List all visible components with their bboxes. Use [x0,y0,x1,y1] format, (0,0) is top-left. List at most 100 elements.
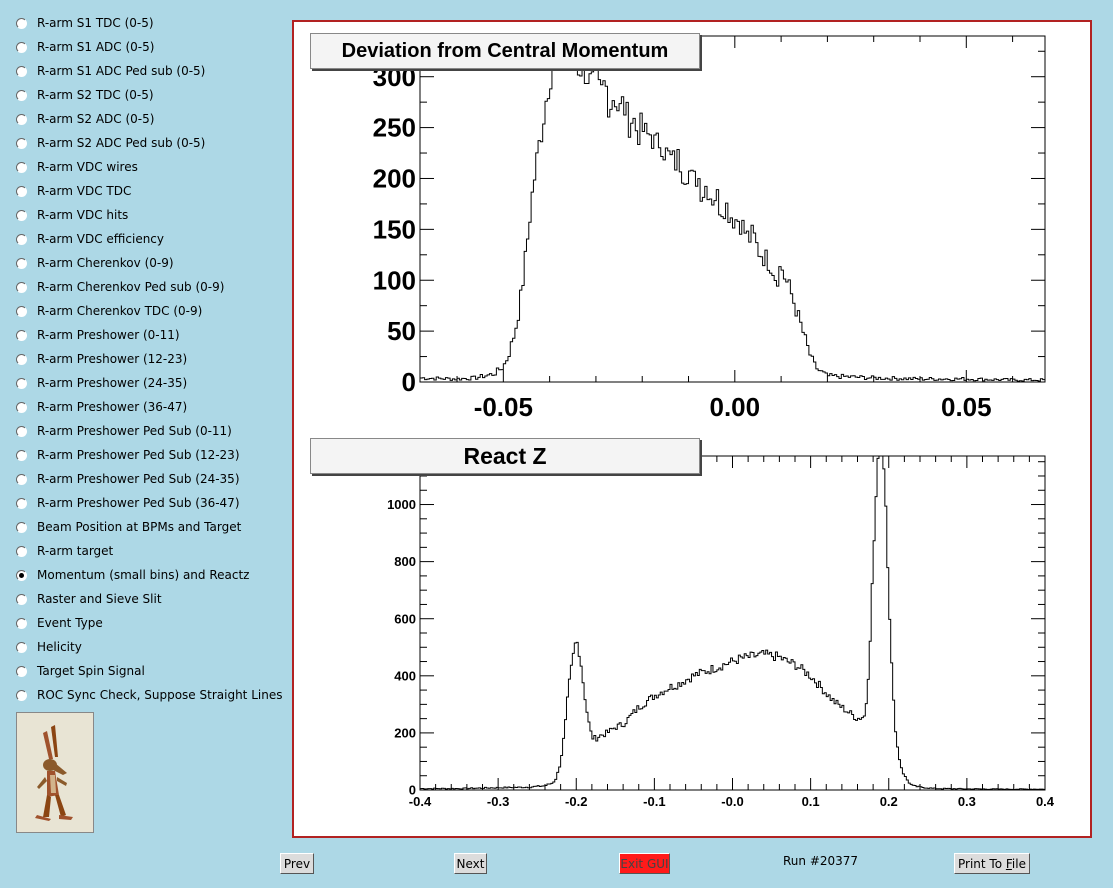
plot-option-radio[interactable]: Target Spin Signal [16,662,145,680]
x-tick-label: 0.3 [958,794,976,809]
radio-indicator[interactable] [16,209,27,221]
plot-option-radio[interactable]: R-arm S1 ADC Ped sub (0-5) [16,62,205,80]
plot-option-label: R-arm Cherenkov Ped sub (0-9) [37,280,225,294]
radio-indicator[interactable] [16,257,27,269]
plot-option-radio[interactable]: R-arm S2 ADC (0-5) [16,110,154,128]
radio-indicator[interactable] [16,617,27,629]
radio-indicator[interactable] [16,425,27,437]
next-button[interactable]: Next [454,853,487,874]
plot-option-radio[interactable]: R-arm Preshower Ped Sub (24-35) [16,470,240,488]
radio-indicator[interactable] [16,569,27,581]
plot-option-label: R-arm S2 TDC (0-5) [37,88,154,102]
root-canvas: -0.05 0.00 0.05 0 50 100 150 200 250 300 -0.4 -0.3… [292,20,1092,838]
radio-indicator[interactable] [16,41,27,53]
radio-indicator[interactable] [16,689,27,701]
plot-option-label: R-arm target [37,544,114,558]
plot-option-radio[interactable]: R-arm S1 ADC (0-5) [16,38,154,56]
plot-option-radio[interactable]: R-arm Preshower Ped Sub (0-11) [16,422,232,440]
radio-indicator[interactable] [16,641,27,653]
y-tick-label: 0 [409,783,416,798]
plot-option-radio[interactable]: R-arm S2 TDC (0-5) [16,86,154,104]
plot-option-label: R-arm VDC efficiency [37,232,165,246]
x-tick-label: -0.4 [409,794,432,809]
plot-option-label: Event Type [37,616,103,630]
radio-indicator[interactable] [16,137,27,149]
print-button-label: Print To File [958,856,1026,871]
x-tick-label: -0.2 [565,794,587,809]
y-tick-label: 50 [387,316,416,346]
radio-indicator[interactable] [16,545,27,557]
reactz-plot-title: React Z [310,438,700,474]
exit-gui-button[interactable]: Exit GUI [619,853,670,874]
radio-indicator[interactable] [16,305,27,317]
plot-option-radio[interactable]: Event Type [16,614,103,632]
radio-indicator[interactable] [16,449,27,461]
plot-option-radio[interactable]: R-arm VDC efficiency [16,230,164,248]
radio-indicator[interactable] [16,665,27,677]
plot-option-radio[interactable]: R-arm S2 ADC Ped sub (0-5) [16,134,205,152]
plot-option-radio[interactable]: ROC Sync Check, Suppose Straight Lines [16,686,282,704]
plot-option-radio[interactable]: Momentum (small bins) and Reactz [16,566,249,584]
plot-option-label: Momentum (small bins) and Reactz [37,568,250,582]
histogram-line [420,35,1045,382]
plot-option-label: R-arm S2 ADC (0-5) [37,112,155,126]
plot-option-label: R-arm Cherenkov TDC (0-9) [37,304,203,318]
radio-indicator[interactable] [16,353,27,365]
plot-option-radio[interactable]: R-arm Preshower (0-11) [16,326,180,344]
plot-option-radio[interactable]: R-arm Preshower Ped Sub (12-23) [16,446,240,464]
radio-indicator[interactable] [16,89,27,101]
plot-option-label: R-arm Preshower (36-47) [37,400,188,414]
x-tick-label: 0.4 [1036,794,1055,809]
plot-option-label: R-arm S2 ADC Ped sub (0-5) [37,136,206,150]
radio-indicator[interactable] [16,497,27,509]
plot-option-label: R-arm Preshower (0-11) [37,328,180,342]
radio-indicator[interactable] [16,17,27,29]
plot-option-radio[interactable]: Helicity [16,638,82,656]
radio-indicator[interactable] [16,473,27,485]
x-tick-label: 0.1 [802,794,820,809]
plot-option-radio[interactable]: R-arm Preshower (36-47) [16,398,187,416]
prev-button[interactable]: Prev [280,853,314,874]
print-to-file-button[interactable]: Print To File [954,853,1030,874]
x-tick-label: -0.0 [721,794,743,809]
radio-indicator[interactable] [16,593,27,605]
plot-option-radio[interactable]: R-arm VDC TDC [16,182,131,200]
plot-option-radio[interactable]: R-arm target [16,542,113,560]
radio-indicator[interactable] [16,401,27,413]
plot-option-radio[interactable]: R-arm Preshower Ped Sub (36-47) [16,494,240,512]
y-tick-label: 800 [394,554,416,569]
plot-option-label: R-arm S1 ADC Ped sub (0-5) [37,64,206,78]
x-tick-label: -0.05 [474,392,533,422]
plot-option-radio[interactable]: R-arm VDC hits [16,206,128,224]
radio-indicator[interactable] [16,185,27,197]
radio-indicator[interactable] [16,233,27,245]
y-tick-label: 100 [373,265,416,295]
plot-option-radio[interactable]: R-arm Cherenkov TDC (0-9) [16,302,202,320]
x-tick-label: 0.05 [941,392,992,422]
plot-frame [419,455,1046,791]
radio-indicator[interactable] [16,65,27,77]
y-tick-label: 1000 [387,497,416,512]
radio-indicator[interactable] [16,281,27,293]
coyote-logo-image [16,712,94,833]
y-tick-label: 250 [373,113,416,143]
plot-option-radio[interactable]: R-arm Cherenkov Ped sub (0-9) [16,278,224,296]
momentum-plot-title: Deviation from Central Momentum [310,33,700,69]
radio-indicator[interactable] [16,329,27,341]
radio-indicator[interactable] [16,113,27,125]
radio-indicator[interactable] [16,161,27,173]
radio-indicator[interactable] [16,377,27,389]
plot-option-radio[interactable]: R-arm Cherenkov (0-9) [16,254,174,272]
plot-option-radio[interactable]: R-arm VDC wires [16,158,138,176]
plot-option-label: R-arm Preshower Ped Sub (12-23) [37,448,240,462]
plot-frame [419,35,1046,383]
plot-option-radio[interactable]: R-arm Preshower (12-23) [16,350,187,368]
plot-option-radio[interactable]: R-arm S1 TDC (0-5) [16,14,154,32]
plot-option-radio[interactable]: Raster and Sieve Slit [16,590,162,608]
plot-option-label: R-arm Cherenkov (0-9) [37,256,174,270]
radio-indicator[interactable] [16,521,27,533]
y-tick-label: 400 [394,668,416,683]
y-tick-label: 200 [373,164,416,194]
plot-option-radio[interactable]: Beam Position at BPMs and Target [16,518,241,536]
plot-option-radio[interactable]: R-arm Preshower (24-35) [16,374,187,392]
